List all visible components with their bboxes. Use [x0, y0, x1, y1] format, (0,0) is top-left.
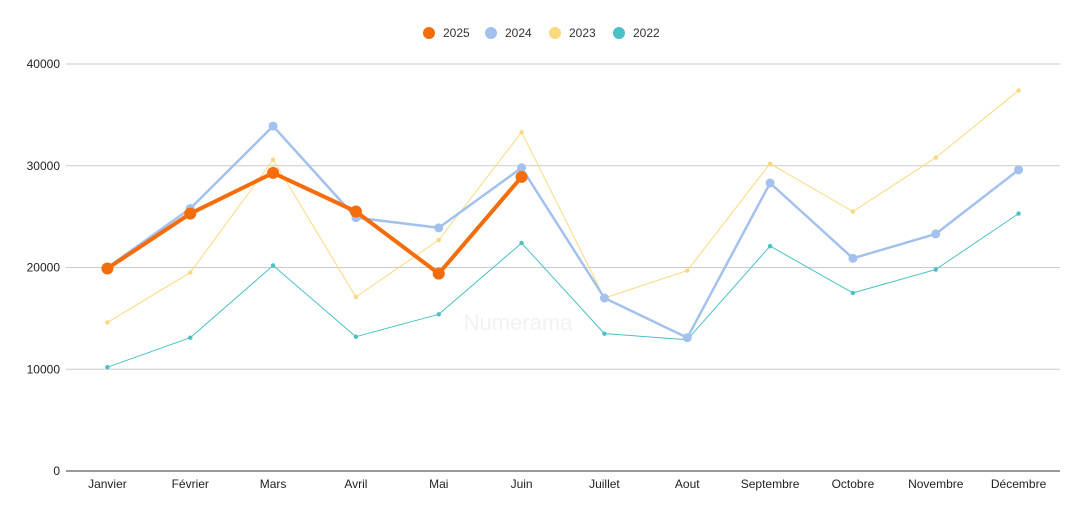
legend-label: 2024 — [505, 26, 532, 40]
x-tick-label: Juillet — [589, 477, 620, 491]
series-line-2025 — [105, 170, 524, 276]
data-point-2023 — [436, 237, 441, 243]
y-tick-label: 30000 — [27, 159, 61, 173]
data-point-2024 — [682, 333, 692, 343]
data-point-2022 — [767, 243, 773, 249]
legend-swatch — [423, 27, 435, 39]
legend-swatch — [549, 27, 561, 39]
legend-item-2025: 2025 — [423, 26, 470, 40]
legend-item-2023: 2023 — [549, 26, 596, 40]
series-layer — [101, 88, 1024, 370]
legend-swatch — [613, 27, 625, 39]
y-axis: 0 10000 20000 30000 40000 — [27, 57, 61, 478]
series-2023 — [105, 88, 1021, 325]
data-point-2022 — [1016, 211, 1021, 216]
legend-label: 2022 — [633, 26, 660, 40]
x-tick-label: Novembre — [908, 477, 964, 491]
x-tick-label: Septembre — [741, 477, 800, 491]
x-tick-label: Aout — [675, 477, 700, 491]
data-point-2023 — [105, 320, 110, 325]
data-point-2022 — [850, 290, 856, 296]
y-tick-label: 20000 — [27, 261, 61, 275]
data-point-2022 — [270, 263, 276, 268]
chart-legend: 2025 2024 2023 2022 — [423, 26, 660, 40]
data-point-2023 — [685, 268, 690, 273]
legend-label: 2025 — [443, 26, 470, 40]
watermark-text: Numerama — [464, 310, 574, 335]
data-point-2022 — [105, 365, 110, 370]
legend-label: 2023 — [569, 26, 596, 40]
legend-item-2022: 2022 — [613, 26, 660, 40]
x-tick-label: Juin — [511, 477, 533, 491]
data-point-2022 — [436, 312, 441, 317]
legend-item-2024: 2024 — [485, 26, 532, 40]
data-point-2025 — [267, 166, 280, 179]
series-2025 — [101, 166, 528, 280]
data-point-2025 — [432, 267, 445, 280]
data-point-2024 — [599, 293, 609, 303]
data-point-2025 — [184, 207, 197, 220]
data-point-2022 — [188, 335, 193, 340]
data-point-2024 — [268, 121, 278, 131]
data-point-2023 — [1016, 88, 1021, 93]
legend-swatch — [485, 27, 497, 39]
data-point-2024 — [765, 178, 775, 188]
series-line-2024 — [106, 124, 1020, 339]
data-point-2023 — [933, 155, 938, 160]
data-point-2023 — [188, 270, 193, 275]
data-point-2024 — [931, 229, 941, 239]
data-point-2025 — [349, 205, 362, 218]
x-tick-label: Octobre — [832, 477, 875, 491]
data-point-2023 — [519, 129, 524, 135]
data-point-2024 — [1014, 165, 1024, 175]
data-point-2023 — [270, 157, 276, 162]
data-point-2022 — [353, 334, 359, 339]
data-point-2022 — [519, 240, 524, 246]
x-tick-label: Décembre — [991, 477, 1047, 491]
series-line-2022 — [106, 213, 1020, 368]
x-tick-label: Février — [172, 477, 209, 491]
x-tick-label: Mars — [260, 477, 287, 491]
data-point-2024 — [848, 253, 858, 263]
data-point-2025 — [101, 262, 114, 275]
x-tick-label: Avril — [344, 477, 367, 491]
series-2022 — [105, 211, 1021, 370]
data-point-2024 — [517, 163, 527, 173]
x-tick-label: Mai — [429, 477, 448, 491]
data-point-2025 — [515, 170, 528, 183]
data-point-2023 — [850, 209, 856, 214]
data-point-2023 — [767, 161, 773, 166]
data-point-2022 — [933, 267, 938, 272]
y-tick-label: 0 — [53, 464, 60, 478]
data-point-2024 — [434, 223, 444, 233]
grid-lines — [66, 63, 1060, 472]
x-tick-label: Janvier — [88, 477, 127, 491]
data-point-2022 — [602, 331, 607, 336]
x-axis: Janvier Février Mars Avril Mai Juin Juillet Aou… — [88, 477, 1047, 491]
y-tick-label: 40000 — [27, 57, 61, 71]
data-point-2023 — [353, 294, 359, 300]
y-tick-label: 10000 — [27, 362, 61, 376]
